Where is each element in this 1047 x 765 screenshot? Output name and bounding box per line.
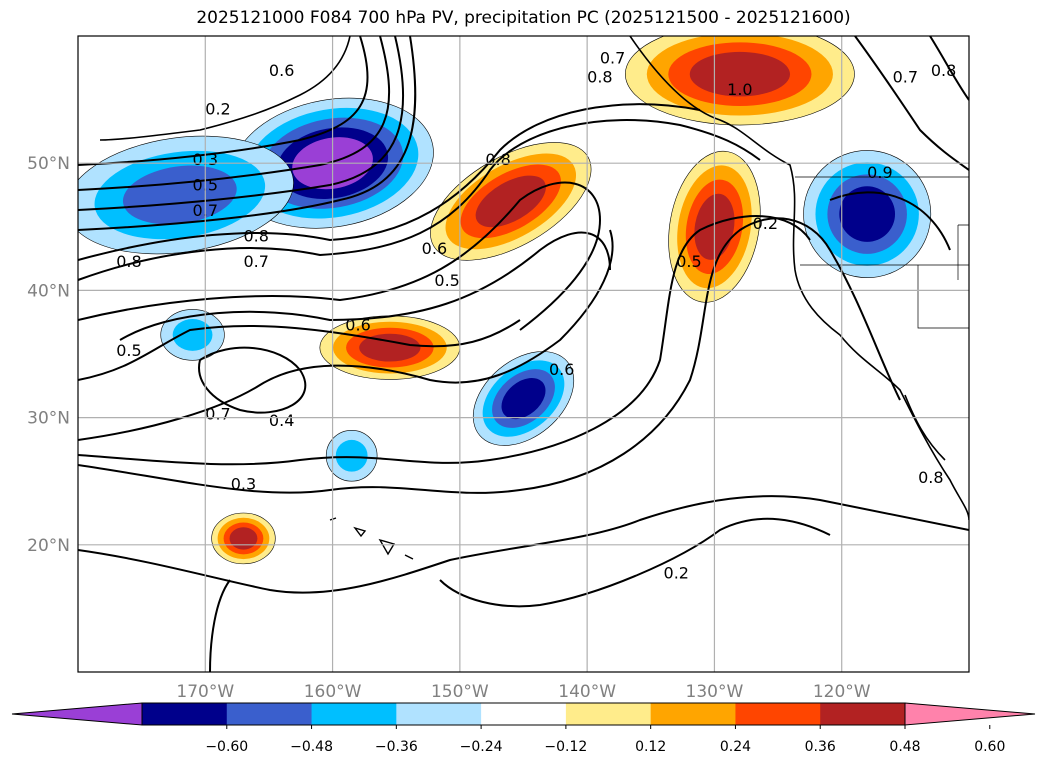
colorbar-frame — [141, 702, 906, 726]
colorbar-tick-label: −0.36 — [375, 739, 418, 755]
svg-text:0.8: 0.8 — [587, 68, 612, 87]
svg-text:0.6: 0.6 — [345, 316, 370, 335]
contour-label: 0.2 — [205, 99, 230, 118]
political-borders — [795, 176, 969, 329]
map-title: 2025121000 F084 700 hPa PV, precipitatio… — [196, 8, 851, 28]
contour-label: 1.0 — [727, 80, 752, 99]
latitude-tick-label: 20°N — [27, 536, 70, 556]
svg-text:0.8: 0.8 — [918, 468, 943, 487]
colorbar-bin — [226, 703, 313, 725]
colorbar: −0.60 −0.48 −0.36 −0.24 −0.12 0.12 0.24 0.36 0.4… — [11, 702, 1036, 755]
svg-text:0.8: 0.8 — [243, 227, 268, 246]
colorbar-bin — [311, 703, 397, 725]
svg-text:0.7: 0.7 — [243, 252, 268, 271]
colorbar-bin — [142, 703, 228, 725]
svg-text:0.9: 0.9 — [867, 163, 892, 182]
svg-text:0.8: 0.8 — [116, 252, 141, 271]
colorbar-tick-label: 0.48 — [889, 739, 920, 755]
colorbar-bin — [565, 703, 652, 725]
colorbar-tick-label: 0.60 — [974, 739, 1005, 755]
contour-label: 0.8 — [918, 468, 943, 487]
colorbar-tick-label: −0.60 — [205, 739, 248, 755]
svg-text:0.6: 0.6 — [269, 61, 294, 80]
colorbar-bin — [650, 703, 736, 725]
svg-text:0.5: 0.5 — [676, 252, 701, 271]
longitude-tick-label: 170°W — [176, 682, 234, 702]
colorbar-tick-label: −0.24 — [460, 739, 503, 755]
contour-label: 0.8 — [931, 61, 956, 80]
latitude-tick-label: 30°N — [27, 409, 70, 429]
contour-label: 0.7 — [243, 252, 268, 271]
contour-label: 0.7 — [205, 405, 230, 424]
contour-label: 0.8 — [485, 150, 510, 169]
contour-label: 0.7 — [600, 48, 625, 67]
colorbar-bin — [481, 703, 567, 725]
precip-area — [78, 135, 294, 255]
svg-text:0.2: 0.2 — [664, 564, 689, 583]
contour-label: 0.4 — [269, 411, 294, 430]
contour-label: 0.3 — [231, 475, 256, 494]
svg-text:0.7: 0.7 — [600, 48, 625, 67]
latitude-labels: 50°N 40°N 30°N 20°N — [27, 154, 70, 556]
colorbar-bin — [396, 703, 482, 725]
colorbar-tick-label: −0.12 — [544, 739, 587, 755]
svg-text:0.3: 0.3 — [231, 475, 256, 494]
svg-text:0.2: 0.2 — [753, 214, 778, 233]
svg-text:1.0: 1.0 — [727, 80, 752, 99]
longitude-tick-label: 130°W — [686, 682, 744, 702]
contour-label: 0.2 — [753, 214, 778, 233]
graticule — [78, 36, 969, 672]
svg-text:0.8: 0.8 — [931, 61, 956, 80]
precip-area — [211, 512, 276, 565]
latitude-tick-label: 40°N — [27, 281, 70, 301]
longitude-tick-label: 150°W — [431, 682, 489, 702]
svg-text:0.7: 0.7 — [205, 405, 230, 424]
precip-area — [325, 430, 378, 482]
longitude-tick-label: 160°W — [304, 682, 362, 702]
longitude-labels: 170°W 160°W 150°W 140°W 130°W 120°W — [176, 682, 870, 702]
svg-text:0.6: 0.6 — [422, 239, 447, 258]
precip-area — [430, 142, 592, 261]
contour-label: 0.6 — [269, 61, 294, 80]
svg-text:0.4: 0.4 — [269, 411, 294, 430]
contour-label: 0.6 — [422, 239, 447, 258]
contour-labels: 0.20.30.50.70.80.70.80.60.60.50.60.50.7 0… — [116, 48, 956, 583]
contour-label: 0.6 — [549, 360, 574, 379]
longitude-tick-label: 140°W — [558, 682, 616, 702]
contour-label: 0.2 — [664, 564, 689, 583]
colorbar-bin — [735, 703, 821, 725]
contour-label: 0.9 — [867, 163, 892, 182]
contour-label: 0.8 — [587, 68, 612, 87]
svg-text:0.2: 0.2 — [205, 99, 230, 118]
latitude-tick-label: 50°N — [27, 154, 70, 174]
svg-text:0.8: 0.8 — [485, 150, 510, 169]
longitude-tick-label: 120°W — [813, 682, 871, 702]
svg-text:0.7: 0.7 — [893, 68, 918, 87]
baja-coastline — [904, 394, 946, 461]
north-america-coastline — [629, 36, 969, 521]
precip-area — [160, 309, 225, 361]
contour-label: 0.5 — [116, 341, 141, 360]
contour-label: 0.8 — [243, 227, 268, 246]
colorbar-tick-label: 0.12 — [635, 739, 666, 755]
svg-text:0.5: 0.5 — [116, 341, 141, 360]
colorbar-tick-label: 0.36 — [805, 739, 836, 755]
svg-text:0.5: 0.5 — [434, 271, 459, 290]
contour-label: 0.8 — [116, 252, 141, 271]
colorbar-tick-label: 0.24 — [720, 739, 751, 755]
contour-label: 0.5 — [676, 252, 701, 271]
contour-label: 0.7 — [893, 68, 918, 87]
contour-label: 0.5 — [434, 271, 459, 290]
svg-text:0.6: 0.6 — [549, 360, 574, 379]
colorbar-tick-label: −0.48 — [290, 739, 333, 755]
colorbar-extend-min — [11, 702, 143, 726]
contour-label: 0.6 — [345, 316, 370, 335]
colorbar-bin — [820, 703, 906, 725]
colorbar-extend-max — [904, 702, 1036, 726]
plot-frame — [77, 35, 970, 673]
